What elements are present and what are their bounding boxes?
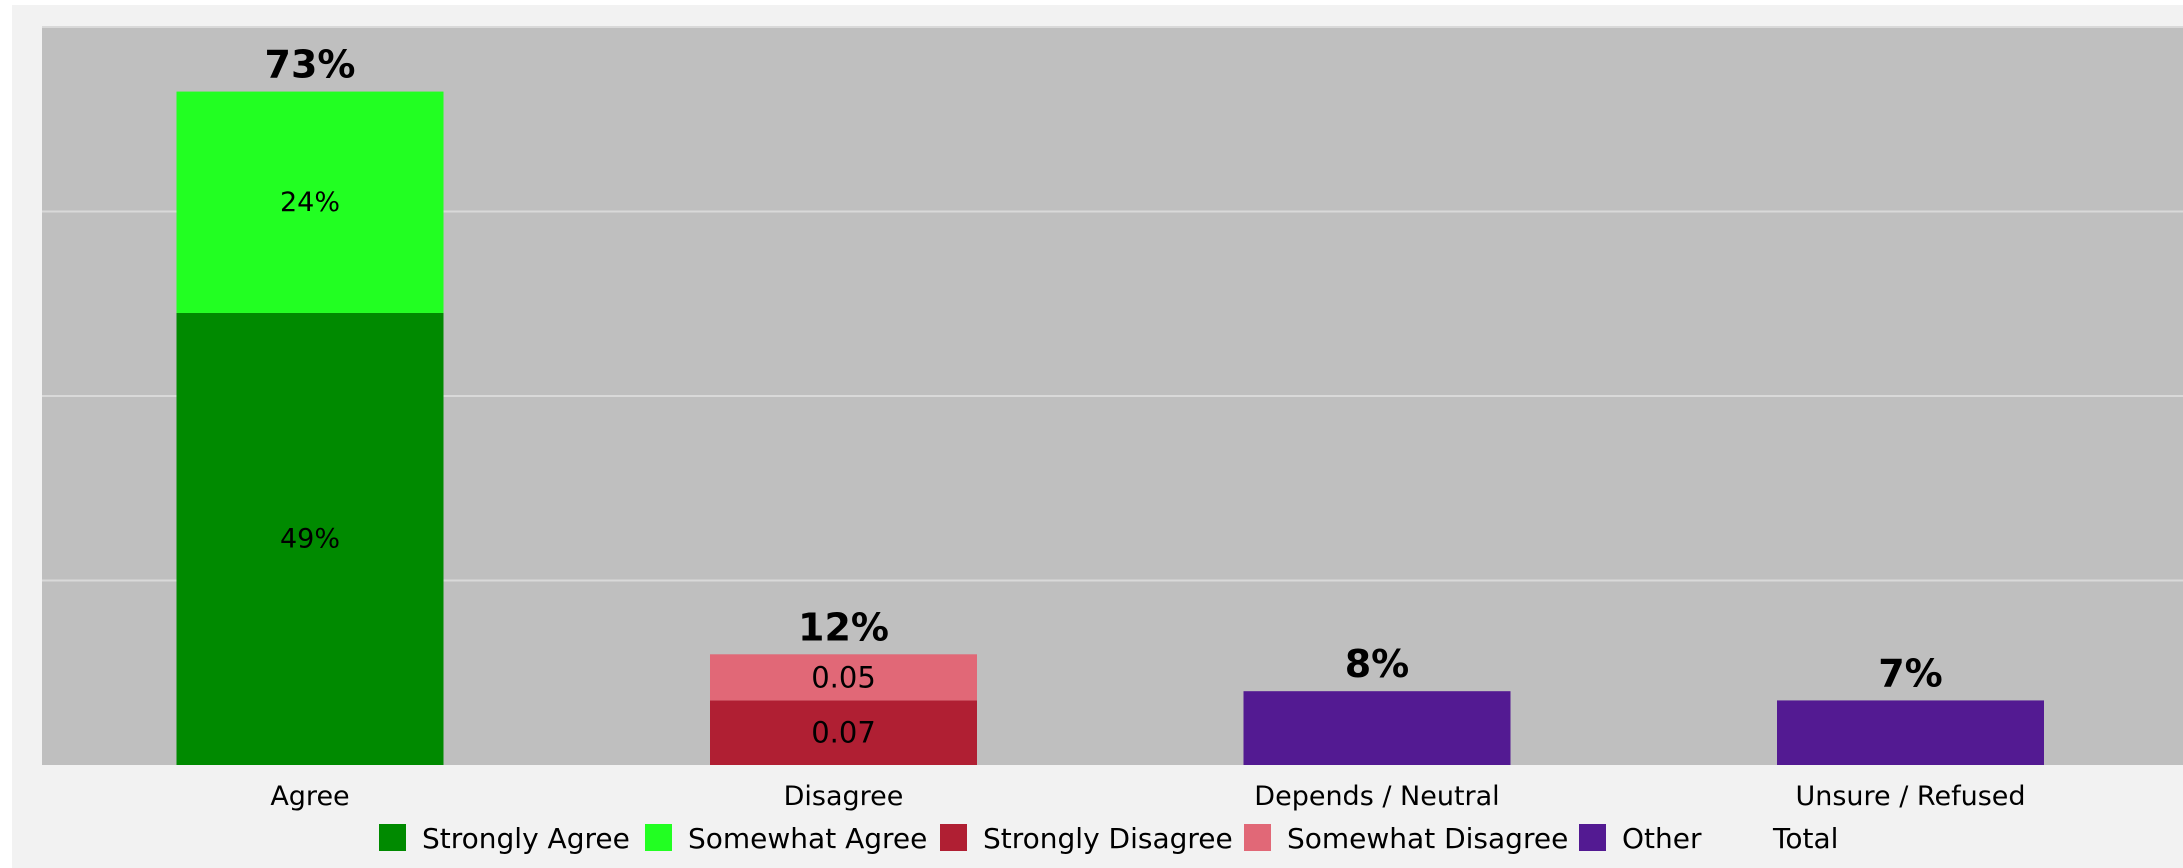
legend-item-other: Other [1579,822,1702,855]
legend-swatch-other [1579,824,1606,851]
category-label-agree: Agree [270,781,349,812]
legend-label-other: Other [1622,822,1702,855]
total-label-unsure-refused: 7% [1878,651,1943,695]
bar-segment-disagree-somewhat-disagree [710,654,977,701]
chart-svg: 49% 24% 73% 0.07 0.05 12% 8% 7% Agree Disagree De… [42,26,2183,855]
total-label-disagree: 12% [798,605,889,649]
legend-swatch-somewhat-disagree [1244,824,1271,851]
segment-label-agree-somewhat-agree: 24% [280,187,340,218]
segment-label-disagree-strongly-disagree: 0.07 [811,716,876,750]
legend-label-somewhat-agree: Somewhat Agree [688,822,927,855]
bar-segment-depends-neutral-other [1243,691,1511,765]
legend-label-somewhat-disagree: Somewhat Disagree [1287,822,1568,855]
bar-segment-disagree-strongly-disagree [710,700,977,765]
legend-item-total: Total [1772,822,1838,855]
legend-swatch-somewhat-agree [645,824,672,851]
legend-item-somewhat-disagree: Somewhat Disagree [1244,822,1568,855]
segment-label-disagree-somewhat-disagree: 0.05 [811,660,876,694]
bar-group-agree: 49% 24% 73% [176,43,444,765]
category-label-depends-neutral: Depends / Neutral [1254,781,1499,812]
category-axis: Agree Disagree Depends / Neutral Unsure / R… [270,781,2025,812]
total-label-agree: 73% [265,43,356,87]
legend-label-total: Total [1772,822,1838,855]
legend-swatch-strongly-agree [379,824,406,851]
category-label-disagree: Disagree [784,781,904,812]
legend-label-strongly-agree: Strongly Agree [422,822,630,855]
legend-item-strongly-agree: Strongly Agree [379,822,630,855]
legend-swatch-strongly-disagree [940,824,967,851]
segment-label-agree-strongly-agree: 49% [280,523,340,554]
legend: Strongly Agree Somewhat Agree Strongly Dis… [379,822,1838,855]
bar-group-depends-neutral: 8% [1243,642,1511,765]
bar-segment-unsure-refused-other [1777,700,2044,765]
legend-item-strongly-disagree: Strongly Disagree [940,822,1233,855]
legend-item-somewhat-agree: Somewhat Agree [645,822,927,855]
bar-group-unsure-refused: 7% [1777,651,2044,765]
legend-label-strongly-disagree: Strongly Disagree [983,822,1233,855]
total-label-depends-neutral: 8% [1345,642,1410,686]
category-label-unsure-refused: Unsure / Refused [1795,781,2025,812]
chart-container: 49% 24% 73% 0.07 0.05 12% 8% 7% Agree Disagree De… [12,5,2183,868]
bar-segment-agree-strongly-agree [176,312,444,765]
bar-group-disagree: 0.07 0.05 12% [710,605,977,765]
bar-segment-agree-somewhat-agree [176,91,444,313]
bars: 49% 24% 73% 0.07 0.05 12% 8% 7% [176,43,2044,765]
